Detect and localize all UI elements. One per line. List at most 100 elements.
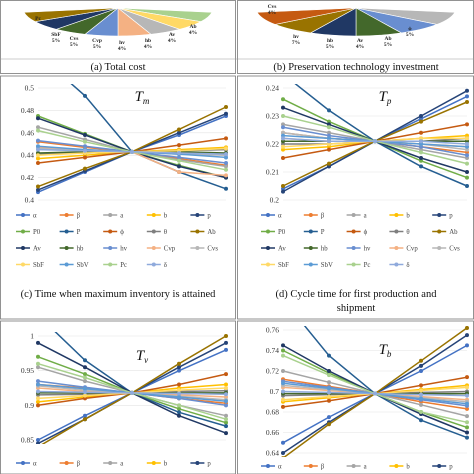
data-point-theta (281, 142, 285, 146)
data-point-hb (281, 139, 285, 144)
data-point-beta (465, 406, 469, 411)
data-point-delta (373, 391, 377, 396)
data-point-ab (419, 358, 423, 363)
svg-text:θ: θ (164, 229, 167, 236)
svg-text:p: p (449, 212, 453, 219)
svg-text:SbF: SbF (278, 262, 289, 269)
data-point-p (36, 187, 40, 192)
data-point-ab (177, 127, 181, 132)
data-point-p (224, 424, 228, 429)
data-point-hb (465, 139, 469, 144)
data-point-p (419, 363, 423, 368)
series-line-ab (37, 106, 227, 188)
data-point-p0 (281, 348, 285, 353)
line-chart-tb: 0.76 0.74 0.72 0.7 0.68 0.66 0.64 Tb α β a b p (261, 326, 469, 470)
svg-text:β: β (321, 212, 325, 219)
data-point-ab (36, 184, 40, 189)
svg-text:α: α (33, 212, 37, 219)
data-point-p (177, 130, 181, 135)
data-point-delta (373, 139, 377, 144)
pie-label: Cvs 4% (268, 4, 277, 16)
data-point-delta (327, 390, 331, 395)
data-point-p (465, 333, 469, 338)
data-point-sbf (465, 136, 469, 141)
data-point-cvp (224, 173, 228, 178)
data-point-phi (419, 383, 423, 388)
data-point-pc (224, 417, 228, 422)
svg-text:P0: P0 (33, 229, 41, 236)
svg-text:δ: δ (406, 262, 409, 269)
data-point-a (224, 413, 228, 418)
legend-item-delta: δ (389, 262, 410, 269)
data-point-av (465, 430, 469, 435)
data-point-pc (177, 158, 181, 163)
svg-text:hb: hb (321, 245, 328, 252)
caption-c: (c) Time when maximum inventory is attai… (21, 289, 217, 300)
legend-item-p: p (190, 460, 211, 467)
data-point-sbf (327, 142, 331, 146)
data-point-phi (36, 161, 40, 166)
data-point-pc (281, 353, 285, 358)
data-point-av (224, 431, 228, 436)
svg-text:b: b (164, 460, 168, 467)
legend-item-sbf: SbF (16, 262, 44, 269)
data-point-delta (281, 136, 285, 141)
legend-item-alpha: α (261, 212, 282, 219)
legend-item-p: p (432, 463, 453, 470)
data-point-p (177, 410, 181, 415)
data-point-ab (327, 422, 331, 427)
plot-area (36, 332, 228, 449)
data-point-hv (465, 153, 469, 158)
data-point-p (419, 164, 423, 169)
data-point-sbf (83, 393, 87, 398)
svg-text:α: α (33, 460, 37, 467)
data-point-a (465, 414, 469, 419)
data-point-p (327, 108, 331, 113)
svg-text:Pc: Pc (120, 262, 127, 269)
data-point-av (83, 365, 87, 370)
data-point-sbv (281, 133, 285, 138)
data-point-p (419, 418, 423, 423)
data-point-av (36, 116, 40, 121)
data-point-a (419, 147, 423, 152)
legend-item-p: p (190, 212, 211, 219)
chart-title: Tm (135, 89, 150, 106)
data-point-a (327, 130, 331, 135)
svg-text:β: β (321, 463, 325, 470)
data-point-ab (83, 166, 87, 171)
y-tick-label: 0.68 (266, 408, 279, 417)
data-point-sbf (419, 388, 423, 393)
data-point-hv (36, 379, 40, 384)
data-point-p0 (419, 158, 423, 163)
data-point-sbv (36, 382, 40, 387)
data-point-phi (83, 155, 87, 160)
data-point-phi (327, 398, 331, 403)
plot-area (36, 84, 228, 195)
data-point-alpha (281, 186, 285, 191)
svg-text:θ: θ (406, 229, 409, 236)
data-point-delta (130, 390, 134, 395)
data-point-ab (36, 445, 40, 449)
svg-text:Ab: Ab (449, 229, 458, 236)
data-point-a (224, 164, 228, 169)
data-point-delta (177, 391, 181, 396)
data-point-sbv (327, 136, 331, 141)
data-point-sbv (83, 386, 87, 391)
svg-text:Ab: Ab (207, 229, 216, 236)
data-point-pc (465, 420, 469, 425)
legend-item-theta: θ (389, 229, 410, 236)
svg-text:b: b (406, 212, 410, 219)
chart-title: Tv (136, 348, 148, 365)
data-point-alpha (465, 94, 469, 99)
data-point-p (83, 358, 87, 363)
legend-item-cvs: Cvs (190, 245, 218, 252)
legend-item-beta: β (59, 212, 81, 219)
data-point-av (177, 413, 181, 418)
data-point-phi (419, 130, 423, 135)
legend-item-pc: Pc (103, 262, 127, 269)
y-tick-label: 0.46 (21, 128, 34, 137)
legend-item-beta: β (303, 463, 325, 470)
y-tick-label: 0.66 (266, 428, 279, 437)
